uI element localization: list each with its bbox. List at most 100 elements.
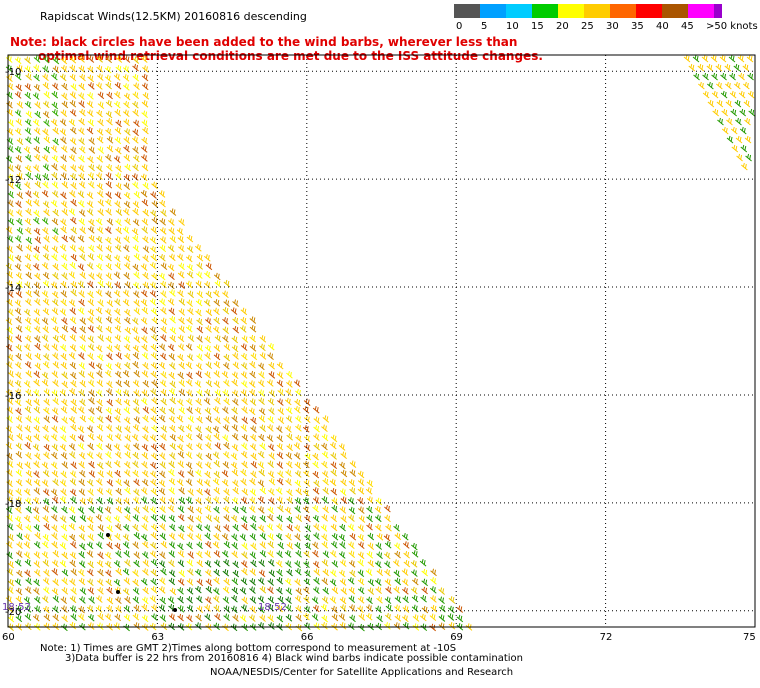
wind-barb bbox=[104, 613, 112, 621]
wind-barb bbox=[213, 496, 220, 504]
wind-barb bbox=[212, 451, 220, 459]
wind-barb bbox=[402, 605, 410, 613]
wind-barb bbox=[203, 397, 211, 405]
wind-barb bbox=[338, 569, 346, 578]
wind-barb bbox=[186, 587, 194, 595]
wind-barb bbox=[176, 478, 184, 487]
wind-barb bbox=[231, 443, 239, 452]
wind-barb bbox=[114, 81, 122, 90]
wind-barb bbox=[330, 550, 337, 558]
wind-barb bbox=[5, 317, 13, 326]
wind-barb bbox=[169, 208, 177, 216]
wind-barb bbox=[177, 505, 185, 513]
wind-barb bbox=[150, 586, 158, 594]
note-line-1: Note: black circles have been added to t… bbox=[10, 35, 518, 49]
wind-barb bbox=[267, 586, 274, 594]
wind-barb bbox=[96, 415, 104, 424]
wind-barb bbox=[185, 451, 193, 459]
wind-barb bbox=[5, 55, 13, 63]
wind-barb bbox=[141, 82, 149, 91]
wind-barb bbox=[15, 118, 23, 126]
wind-barb bbox=[70, 281, 78, 289]
wind-barb bbox=[411, 577, 419, 586]
wind-barb bbox=[70, 568, 78, 576]
wind-barb bbox=[78, 137, 85, 146]
wind-barb bbox=[105, 369, 112, 378]
wind-barb bbox=[357, 596, 365, 604]
wind-barb bbox=[96, 506, 104, 514]
wind-barb bbox=[711, 72, 718, 81]
wind-barb bbox=[186, 371, 193, 380]
wind-barb bbox=[743, 81, 750, 90]
wind-barb bbox=[195, 469, 202, 477]
wind-barb bbox=[241, 397, 248, 406]
wind-barb bbox=[14, 235, 22, 243]
wind-barb bbox=[150, 245, 157, 254]
wind-barb bbox=[259, 343, 266, 352]
wind-barb bbox=[204, 613, 211, 621]
wind-barb bbox=[113, 254, 121, 263]
wind-barb bbox=[286, 488, 293, 497]
wind-barb bbox=[302, 406, 310, 414]
wind-barb bbox=[87, 172, 95, 180]
wind-barb bbox=[159, 523, 166, 531]
wind-barb bbox=[51, 190, 59, 198]
wind-barb bbox=[34, 272, 41, 281]
wind-barb bbox=[69, 488, 77, 497]
wind-barb bbox=[114, 460, 121, 468]
wind-barb bbox=[42, 280, 50, 288]
wind-barb bbox=[60, 523, 68, 532]
wind-barb bbox=[24, 605, 32, 613]
wind-barb bbox=[70, 398, 78, 407]
wind-barb bbox=[149, 622, 157, 631]
wind-barb bbox=[42, 361, 50, 369]
wind-barb bbox=[322, 587, 330, 595]
wind-barb bbox=[267, 578, 275, 586]
wind-barb bbox=[393, 622, 401, 630]
wind-barb bbox=[61, 208, 69, 216]
wind-barb bbox=[383, 533, 391, 542]
wind-barb bbox=[205, 379, 213, 388]
wind-barb bbox=[87, 155, 94, 164]
wind-barb bbox=[68, 271, 76, 279]
wind-barb bbox=[33, 227, 41, 236]
wind-barb bbox=[141, 389, 149, 397]
wind-barb bbox=[249, 477, 256, 486]
wind-barb bbox=[185, 343, 193, 351]
wind-barb bbox=[61, 92, 68, 101]
wind-barb bbox=[123, 524, 130, 532]
wind-barb bbox=[123, 497, 131, 505]
wind-barb bbox=[43, 415, 51, 423]
wind-barb bbox=[25, 73, 33, 81]
wind-barb bbox=[357, 559, 365, 567]
wind-barb bbox=[160, 290, 167, 298]
wind-barb bbox=[78, 155, 85, 163]
wind-barb bbox=[349, 604, 356, 612]
wind-barb bbox=[222, 424, 230, 432]
wind-barb bbox=[70, 182, 77, 190]
wind-barb bbox=[267, 397, 275, 406]
wind-barb bbox=[51, 343, 59, 351]
wind-barb bbox=[16, 433, 24, 441]
wind-barb bbox=[24, 442, 32, 450]
wind-barb bbox=[105, 81, 112, 90]
wind-barb bbox=[33, 73, 40, 82]
wind-barb bbox=[285, 560, 292, 568]
wind-barb bbox=[187, 568, 194, 576]
wind-barb bbox=[312, 514, 320, 523]
wind-barb bbox=[232, 299, 239, 307]
wind-barb bbox=[60, 353, 68, 361]
wind-barb bbox=[248, 407, 256, 416]
wind-barb bbox=[213, 487, 221, 495]
wind-barb bbox=[123, 55, 131, 63]
wind-barb bbox=[132, 514, 140, 522]
wind-barb bbox=[105, 191, 113, 199]
wind-barb bbox=[141, 218, 149, 226]
wind-barb bbox=[51, 505, 58, 513]
wind-barb bbox=[339, 523, 346, 532]
wind-barb bbox=[69, 261, 77, 270]
wind-barb bbox=[187, 334, 195, 343]
wind-barb bbox=[59, 389, 67, 397]
wind-barb bbox=[15, 334, 23, 343]
wind-barb bbox=[140, 578, 148, 586]
